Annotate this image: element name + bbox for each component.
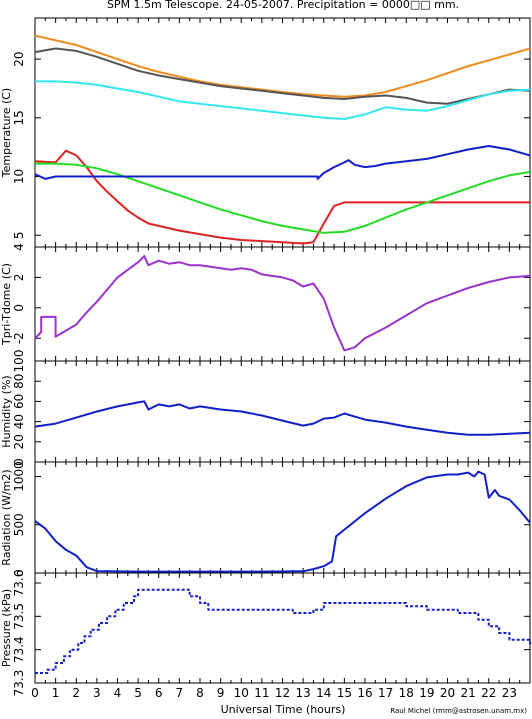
x-tick-label: 18 [399, 686, 414, 700]
panel-frame [34, 461, 531, 574]
x-tick-label: 7 [176, 686, 184, 700]
x-tick-label: 13 [295, 686, 310, 700]
y-axis-label: Humidity (%) [0, 375, 13, 447]
series-line-2 [34, 47, 531, 105]
x-tick-label: 19 [419, 686, 434, 700]
x-tick-label: 6 [155, 686, 163, 700]
y-tick-label: 60 [12, 394, 26, 409]
y-tick-label: 0 [12, 569, 26, 577]
series-line-3 [35, 80, 531, 120]
y-axis-label: Temperature (C) [0, 88, 13, 178]
x-tick-label: 8 [196, 686, 204, 700]
x-tick-label: 20 [440, 686, 455, 700]
y-axis-label: Radiation (W/m2) [0, 469, 13, 565]
y-tick-label: 1000 [12, 461, 26, 492]
x-tick-label: 16 [357, 686, 372, 700]
x-tick-label: 23 [502, 686, 517, 700]
x-tick-label: 0 [31, 686, 39, 700]
y-tick-label: 500 [12, 513, 26, 536]
y-tick-label: 20 [12, 434, 26, 449]
x-tick-label: 22 [481, 686, 496, 700]
y-tick-label: -2 [12, 332, 26, 344]
panel-frame [34, 246, 531, 362]
credit: Raul Michel (rmm@astrosen.unam.mx) [390, 707, 527, 715]
y-tick-label: 4 [12, 243, 26, 251]
x-tick-label: 21 [460, 686, 475, 700]
x-axis-label: Universal Time (hours) [221, 703, 346, 716]
panel-frame [34, 572, 531, 684]
x-tick-label: 1 [52, 686, 60, 700]
y-tick-label: 15 [12, 110, 26, 125]
series-line-1 [34, 255, 531, 352]
x-tick-label: 3 [93, 686, 101, 700]
series-line-1 [34, 400, 531, 436]
y-tick-label: 100 [12, 350, 26, 373]
x-tick-label: 9 [217, 686, 225, 700]
panel-1: 5 10 15 20 Temperature (C) [0, 17, 531, 248]
series-line-1 [35, 588, 531, 674]
series-line-4 [34, 149, 530, 245]
y-tick-label: 0 [12, 458, 26, 466]
x-tick-label: 12 [275, 686, 290, 700]
series-line-1 [34, 470, 531, 573]
y-tick-label: 73.3 [12, 670, 26, 697]
y-tick-label: 73.6 [12, 570, 26, 597]
x-tick-label: 14 [316, 686, 331, 700]
panel-frame [34, 17, 531, 248]
y-axis-label: Pressure (kPa) [0, 589, 13, 667]
y-tick-label: 73.4 [12, 636, 26, 663]
series-line-5 [35, 162, 531, 234]
x-tick-label: 17 [378, 686, 393, 700]
y-tick-label: 73.5 [12, 603, 26, 630]
chart-title: SPM 1.5m Telescope. 24-05-2007. Precipit… [107, 0, 459, 11]
y-tick-label: 0 [12, 304, 26, 312]
x-tick-label: 5 [134, 686, 142, 700]
y-tick-label: 20 [12, 51, 26, 66]
x-tick-label: 15 [337, 686, 352, 700]
y-tick-label: 5 [12, 231, 26, 239]
y-tick-label: 10 [12, 169, 26, 184]
x-tick-label: 11 [254, 686, 269, 700]
x-tick-label: 4 [114, 686, 122, 700]
y-tick-label: 80 [12, 374, 26, 389]
panel-2: -2 0 2 4 Tpri-Tdome (C) [0, 243, 531, 362]
series-line-6 [34, 145, 531, 180]
y-tick-label: 40 [12, 414, 26, 429]
panel-frame [34, 360, 531, 463]
y-tick-label: 2 [12, 274, 26, 282]
x-tick-label: 10 [234, 686, 249, 700]
y-axis-label: Tpri-Tdome (C) [0, 263, 13, 346]
series-line-1 [34, 34, 531, 98]
x-tick-label: 2 [72, 686, 80, 700]
